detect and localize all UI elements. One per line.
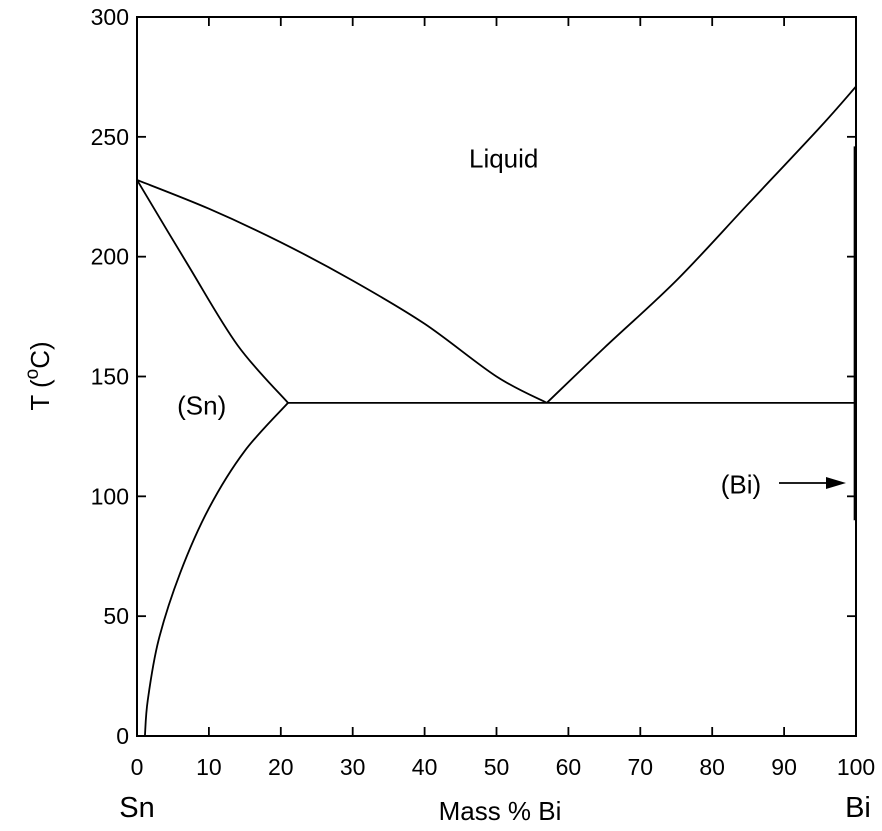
y-tick-label: 0	[116, 723, 129, 749]
x-tick-label: 0	[131, 754, 144, 780]
x-axis-title: Mass % Bi	[439, 796, 562, 826]
x-tick-label: 50	[484, 754, 510, 780]
y-tick-label: 300	[91, 4, 129, 30]
region-label: (Bi)	[721, 469, 761, 499]
region-labels: Liquid (Sn) (Bi)	[177, 143, 761, 499]
y-axis-title-main: T (	[25, 379, 55, 411]
axis-ticks	[136, 16, 857, 737]
solidus-sn	[136, 179, 289, 404]
x-tick-label: 60	[556, 754, 582, 780]
y-tick-label: 250	[91, 124, 129, 150]
x-tick-label: 80	[699, 754, 725, 780]
liquidus-bi	[546, 85, 857, 404]
region-label: Liquid	[469, 143, 538, 173]
y-tick-label: 200	[91, 244, 129, 270]
x-tick-label: 100	[837, 754, 875, 780]
x-tick-label: 10	[196, 754, 222, 780]
right-element-label: Bi	[845, 792, 871, 824]
solvus-sn	[144, 402, 289, 737]
x-tick-label: 20	[268, 754, 294, 780]
y-axis-title-degree: o	[22, 369, 43, 380]
y-axis-title: T (oC)	[22, 341, 55, 410]
x-tick-label: 30	[340, 754, 366, 780]
x-tick-label: 40	[412, 754, 438, 780]
x-tick-label: 90	[771, 754, 797, 780]
y-tick-label: 150	[91, 364, 129, 390]
bi-arrow-icon	[779, 477, 846, 489]
axis-tick-labels: 0 10 20 30 40 50 60 70 80 90 100 0 50 100 150 200 250 300	[91, 4, 876, 780]
phase-boundaries	[136, 85, 857, 737]
x-tick-label: 70	[628, 754, 654, 780]
y-axis-title-unit: C)	[25, 341, 55, 368]
liquidus-sn	[136, 179, 548, 404]
y-tick-label: 50	[103, 603, 129, 629]
y-tick-label: 100	[91, 483, 129, 509]
left-element-label: Sn	[119, 792, 154, 824]
region-label: (Sn)	[177, 390, 226, 420]
